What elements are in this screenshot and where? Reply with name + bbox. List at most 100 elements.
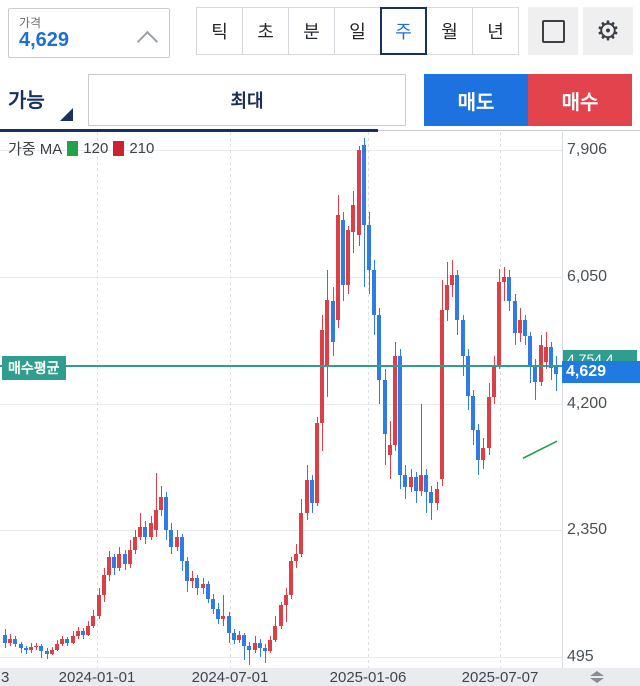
- candle-body: [8, 638, 13, 643]
- candle-wick: [223, 595, 225, 626]
- candle-body: [226, 615, 231, 633]
- candle-body: [211, 598, 215, 609]
- candle-body: [289, 560, 293, 596]
- price-selector[interactable]: 가격 4,629: [8, 8, 170, 58]
- timeframe-group: 틱 초 분 일 주 월 년: [196, 7, 519, 55]
- candle-wick: [155, 472, 157, 537]
- candle-body: [528, 336, 533, 366]
- divider: [0, 129, 378, 132]
- candle-body: [3, 634, 7, 643]
- current-price-badge: 4,629: [562, 361, 640, 383]
- candle-body: [13, 638, 18, 645]
- fullscreen-button[interactable]: [528, 7, 578, 55]
- candle-body: [169, 530, 174, 548]
- candle-body: [413, 477, 418, 492]
- candle-body: [294, 554, 299, 561]
- gridline-horizontal: [0, 530, 562, 532]
- candle-body: [107, 557, 111, 575]
- x-axis-tick-label: 3: [1, 669, 10, 686]
- candle-body: [523, 320, 527, 337]
- candle-body: [367, 224, 371, 271]
- y-axis-tick-label: 4,200: [567, 394, 608, 412]
- candle-body: [450, 274, 455, 286]
- candle-wick: [140, 512, 142, 541]
- timeframe-day[interactable]: 일: [334, 7, 381, 55]
- candle-body: [39, 645, 44, 652]
- ma210-swatch-icon: [113, 141, 125, 156]
- candle-body: [424, 475, 429, 493]
- candle-body: [91, 615, 96, 626]
- candle-body: [304, 480, 309, 513]
- settings-button[interactable]: ⚙: [583, 7, 633, 55]
- candle-body: [70, 636, 75, 643]
- timeframe-month[interactable]: 월: [426, 7, 473, 55]
- candle-body: [29, 647, 33, 651]
- chart-panel: 매수평균 가중 MA 120 210 4,754.4 4,629 7,906 6,…: [0, 132, 640, 668]
- candle-body: [393, 355, 397, 445]
- candle-body: [81, 630, 85, 635]
- candle-body: [133, 536, 137, 550]
- candle-body: [408, 477, 413, 487]
- candle-body: [361, 144, 366, 225]
- timeframe-week[interactable]: 주: [380, 7, 427, 55]
- candle-body: [299, 512, 304, 555]
- candle-body: [117, 554, 122, 568]
- corner-triangle-icon: [60, 108, 73, 121]
- candle-wick: [421, 403, 422, 496]
- price-value: 4,629: [19, 29, 70, 51]
- buy-button[interactable]: 매수: [528, 74, 632, 126]
- candle-body: [372, 270, 377, 315]
- available-label[interactable]: 가능: [8, 90, 45, 112]
- sort-arrows-icon[interactable]: [590, 671, 604, 683]
- candle-body: [185, 560, 189, 582]
- candle-body: [221, 615, 226, 620]
- candle-body: [419, 475, 423, 492]
- candle-body: [507, 276, 512, 301]
- candle-body: [517, 320, 522, 334]
- candle-body: [335, 214, 340, 321]
- candle-body: [257, 642, 262, 649]
- candle-body: [55, 644, 59, 650]
- y-axis-tick-label: 2,350: [567, 521, 608, 539]
- gear-icon: ⚙: [595, 15, 621, 46]
- divider: [378, 130, 640, 131]
- candle-body: [315, 422, 319, 503]
- candle-body: [283, 595, 288, 606]
- candle-body: [398, 355, 403, 476]
- timeframe-second[interactable]: 초: [242, 7, 289, 55]
- candle-body: [320, 329, 325, 423]
- candle-body: [237, 634, 241, 640]
- candle-body: [434, 489, 439, 503]
- candle-wick: [504, 266, 506, 301]
- candle-body: [491, 365, 496, 397]
- square-icon: [541, 19, 565, 43]
- max-amount-button[interactable]: 최대: [88, 74, 406, 126]
- candle-body: [112, 557, 117, 568]
- ma120-period: 120: [83, 140, 109, 157]
- candle-body: [65, 638, 70, 643]
- candle-body: [153, 510, 158, 531]
- candle-body: [18, 644, 23, 649]
- legend-label: 가중 MA: [8, 141, 63, 158]
- ma120-swatch-icon: [67, 141, 79, 156]
- x-axis-tick-label: 2025-01-06: [329, 669, 407, 686]
- price-label: 가격: [19, 16, 42, 30]
- x-axis-bar: 3 2024-01-01 2024-07-01 2025-01-06 2025-07-0…: [0, 668, 640, 686]
- timeframe-year[interactable]: 년: [472, 7, 519, 55]
- y-axis-tick-label: 6,050: [567, 267, 608, 285]
- candle-body: [486, 396, 491, 448]
- candle-wick: [46, 648, 48, 659]
- candle-body: [138, 526, 143, 537]
- candle-body: [471, 396, 475, 431]
- timeframe-tick[interactable]: 틱: [196, 7, 243, 55]
- candle-body: [382, 379, 387, 435]
- sell-button[interactable]: 매도: [424, 74, 528, 126]
- candle-body: [60, 638, 65, 645]
- candle-wick: [265, 644, 266, 664]
- candle-wick: [285, 588, 287, 623]
- candle-wick: [431, 485, 433, 520]
- candle-body: [148, 523, 153, 537]
- candle-body: [174, 536, 179, 548]
- timeframe-minute[interactable]: 분: [288, 7, 335, 55]
- plot-area[interactable]: 매수평균: [0, 132, 563, 668]
